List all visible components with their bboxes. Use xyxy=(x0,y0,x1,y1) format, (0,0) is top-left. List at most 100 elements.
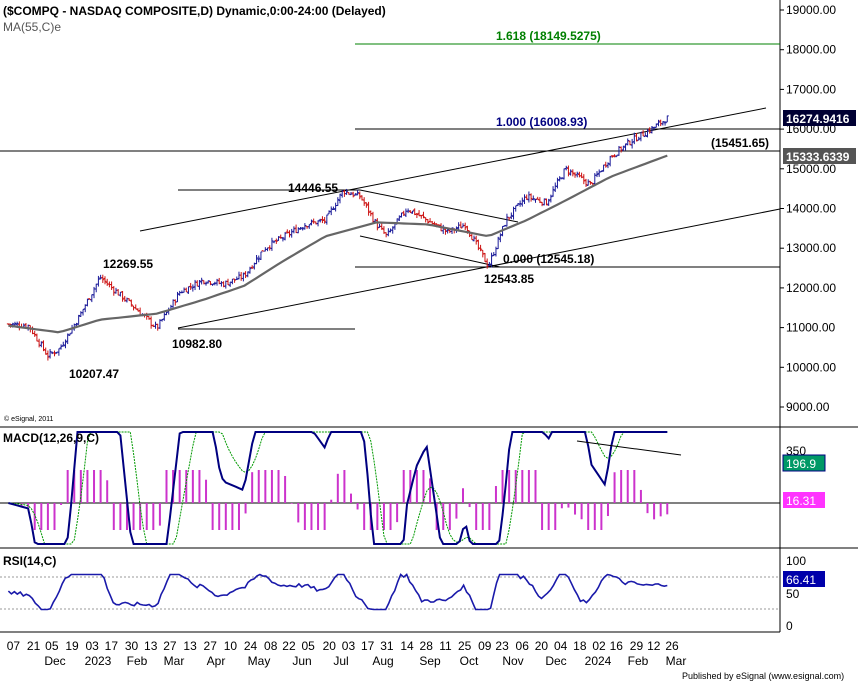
x-month-label: Feb xyxy=(127,654,148,668)
x-day-label: 24 xyxy=(244,639,258,653)
x-day-label: 08 xyxy=(264,639,278,653)
x-month-label: May xyxy=(248,654,271,668)
annotation-10982: 10982.80 xyxy=(172,337,222,351)
x-month-label: Dec xyxy=(44,654,65,668)
svg-text:15333.6339: 15333.6339 xyxy=(786,150,850,164)
x-day-label: 05 xyxy=(45,639,59,653)
chart-title: ($COMPQ - NASDAQ COMPOSITE,D) Dynamic,0:… xyxy=(3,4,386,18)
annotation-12543: 12543.85 xyxy=(484,272,534,286)
x-month-label: Mar xyxy=(666,654,687,668)
svg-text:16.31: 16.31 xyxy=(786,494,816,508)
x-month-label: 2023 xyxy=(85,654,112,668)
x-day-label: 12 xyxy=(647,639,661,653)
x-month-label: 2024 xyxy=(585,654,612,668)
x-day-label: 27 xyxy=(163,639,177,653)
x-month-label: Oct xyxy=(460,654,479,668)
x-day-label: 20 xyxy=(535,639,549,653)
annotation-12269: 12269.55 xyxy=(103,257,153,271)
macd-line xyxy=(8,431,668,545)
x-day-label: 06 xyxy=(516,639,530,653)
x-day-label: 17 xyxy=(105,639,119,653)
x-month-label: Sep xyxy=(419,654,441,668)
x-month-label: Aug xyxy=(372,654,393,668)
current-price-box: 16274.9416 xyxy=(783,110,856,126)
level-15451-label: (15451.65) xyxy=(711,136,769,150)
x-axis-months: Dec 2023 Feb Mar Apr May Jun Jul Aug Sep Oct Nov Dec… xyxy=(44,654,686,668)
x-month-label: Mar xyxy=(164,654,185,668)
footer-credit: Published by eSignal (www.esignal.com) xyxy=(682,671,844,681)
x-month-label: Dec xyxy=(545,654,566,668)
x-day-label: 17 xyxy=(361,639,375,653)
ma-55-line xyxy=(8,154,668,334)
svg-text:66.41: 66.41 xyxy=(786,573,816,587)
x-day-label: 31 xyxy=(380,639,394,653)
macd-label: MACD(12,26,9,C) xyxy=(3,431,99,445)
x-day-label: 20 xyxy=(323,639,337,653)
wedge-upper-line xyxy=(359,189,519,223)
svg-text:16274.9416: 16274.9416 xyxy=(786,112,850,126)
price-tick-label: 15000.00 xyxy=(786,162,836,176)
x-day-label: 28 xyxy=(420,639,434,653)
x-day-label: 19 xyxy=(65,639,79,653)
price-tick-label: 19000.00 xyxy=(786,3,836,17)
macd-hist-box: 16.31 xyxy=(783,492,825,508)
rsi-label: RSI(14,C) xyxy=(3,554,56,568)
price-tick-label: 13000.00 xyxy=(786,241,836,255)
x-day-label: 14 xyxy=(400,639,414,653)
price-tick-label: 18000.00 xyxy=(786,43,836,57)
x-day-label: 16 xyxy=(610,639,624,653)
x-day-label: 02 xyxy=(592,639,606,653)
x-day-label: 11 xyxy=(439,639,452,653)
trendlines xyxy=(0,43,781,330)
x-day-label: 21 xyxy=(27,639,41,653)
macd-value-box: 196.9 xyxy=(782,454,826,472)
rsi-value-box: 66.41 xyxy=(783,571,825,587)
wedge-lower-line xyxy=(359,235,501,268)
x-day-label: 04 xyxy=(554,639,568,653)
watermark: © eSignal, 2011 xyxy=(4,415,54,423)
x-day-label: 30 xyxy=(125,639,139,653)
lower-channel-line xyxy=(177,208,781,329)
x-month-label: Apr xyxy=(207,654,226,668)
annotation-14446: 14446.55 xyxy=(288,181,338,195)
x-day-label: 29 xyxy=(630,639,644,653)
ma-value-box: 15333.6339 xyxy=(783,148,856,164)
rsi-tick-50: 50 xyxy=(786,587,800,601)
annotation-10207: 10207.47 xyxy=(69,367,119,381)
x-day-label: 05 xyxy=(301,639,315,653)
rsi-tick-100: 100 xyxy=(786,554,806,568)
x-month-label: Jun xyxy=(292,654,311,668)
x-day-label: 09 xyxy=(478,639,492,653)
price-tick-label: 14000.00 xyxy=(786,202,836,216)
x-day-label: 13 xyxy=(144,639,158,653)
x-day-label: 07 xyxy=(7,639,21,653)
fib-1618-label: 1.618 (18149.5275) xyxy=(496,29,601,43)
price-tick-label: 11000.00 xyxy=(786,321,835,335)
x-day-label: 22 xyxy=(282,639,296,653)
rsi-line xyxy=(7,573,668,611)
price-tick-label: 9000.00 xyxy=(786,400,830,414)
fib-0000-label: 0.000 (12545.18) xyxy=(503,252,594,266)
macd-divergence-line xyxy=(576,440,682,456)
price-tick-label: 17000.00 xyxy=(786,82,836,96)
x-day-label: 03 xyxy=(342,639,356,653)
price-tick-label: 12000.00 xyxy=(786,281,836,295)
x-day-label: 23 xyxy=(495,639,509,653)
price-tick-label: 10000.00 xyxy=(786,360,836,374)
fib-1000-label: 1.000 (16008.93) xyxy=(496,115,587,129)
price-bars xyxy=(6,115,669,361)
x-month-label: Jul xyxy=(333,654,348,668)
x-day-label: 27 xyxy=(204,639,218,653)
x-day-label: 18 xyxy=(573,639,587,653)
x-day-label: 13 xyxy=(183,639,197,653)
x-day-label: 25 xyxy=(458,639,472,653)
x-day-label: 10 xyxy=(224,639,238,653)
ma-label: MA(55,C)e xyxy=(3,20,61,34)
x-month-label: Feb xyxy=(628,654,649,668)
svg-text:196.9: 196.9 xyxy=(786,457,816,471)
x-day-label: 26 xyxy=(665,639,679,653)
x-month-label: Nov xyxy=(502,654,523,668)
x-day-label: 03 xyxy=(85,639,99,653)
x-axis-days: 07 21 05 19 03 17 30 13 27 13 27 10 24 08 22 05 20 03 17 31… xyxy=(7,639,679,653)
